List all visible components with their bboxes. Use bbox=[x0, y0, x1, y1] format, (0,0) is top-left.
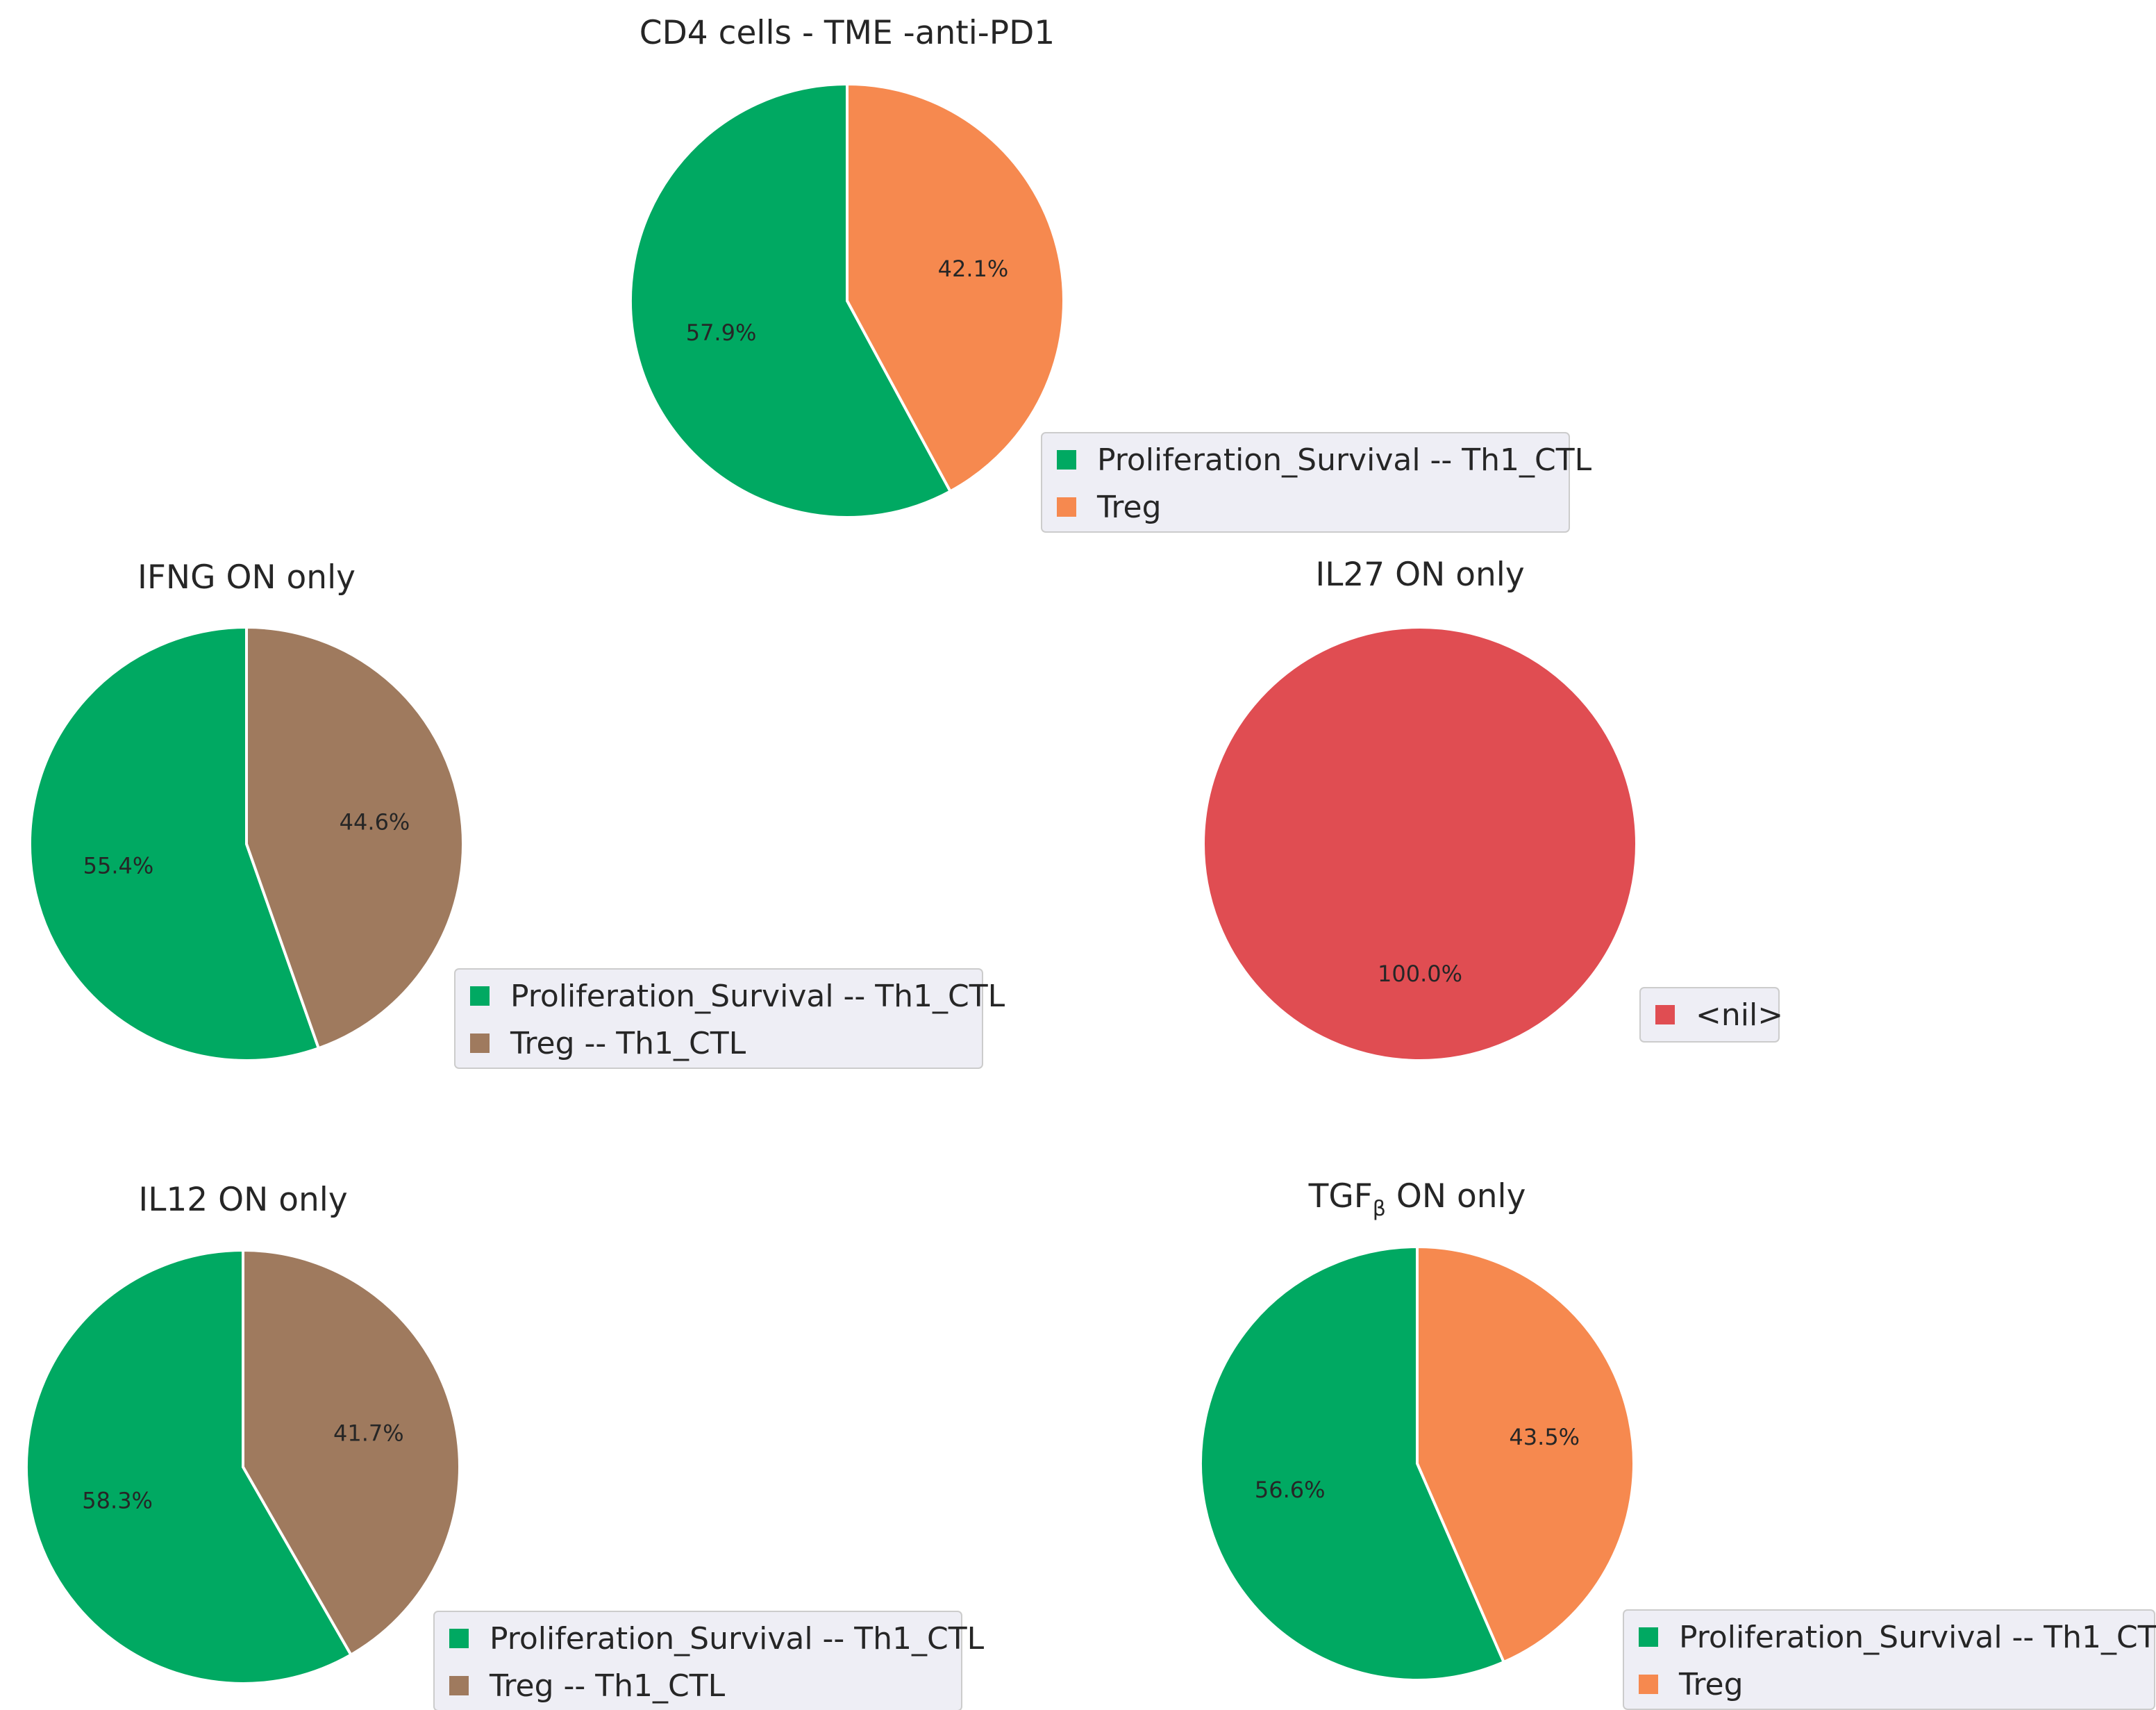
legend-swatch bbox=[449, 1629, 469, 1648]
legend-entry-label: Treg bbox=[1678, 1667, 1744, 1702]
pie-slice bbox=[1202, 626, 1638, 1062]
legend-entry-label: <nil> bbox=[1696, 997, 1783, 1033]
pie-slice bbox=[1199, 1245, 1506, 1682]
pie-chart-4: IL12 ON only 58.3% 41.7% Proliferation_Surv… bbox=[25, 1181, 985, 1710]
slice-percent-label: 57.9% bbox=[686, 319, 757, 346]
legend-entry-label: Treg bbox=[1096, 490, 1162, 525]
legend-entry-label: Treg -- Th1_CTL bbox=[489, 1668, 726, 1704]
legend-frame bbox=[1623, 1609, 2155, 1710]
pie-chart-5: TGFβ ON only 56.6% 43.5% Proliferation_Surv… bbox=[1199, 1177, 2156, 1710]
slice-percent-label: 44.6% bbox=[340, 808, 410, 835]
slice-percent-label: 41.7% bbox=[333, 1420, 404, 1447]
pie-slice bbox=[242, 1248, 461, 1657]
legend: <nil> bbox=[1639, 987, 1783, 1043]
legend-swatch bbox=[1057, 497, 1076, 517]
slice-percent-label: 100.0% bbox=[1378, 961, 1462, 987]
legend-swatch bbox=[1057, 450, 1076, 470]
legend-frame bbox=[454, 968, 983, 1069]
legend-frame bbox=[1639, 987, 1780, 1043]
legend-swatch bbox=[1639, 1675, 1658, 1694]
legend-swatch bbox=[1639, 1627, 1658, 1647]
legend-entry-label: Proliferation_Survival -- Th1_CTL bbox=[490, 1621, 985, 1657]
legend-swatch bbox=[470, 1034, 490, 1053]
slice-percent-label: 43.5% bbox=[1509, 1424, 1580, 1450]
slice-percent-label: 55.4% bbox=[83, 853, 154, 879]
legend-swatch bbox=[470, 986, 490, 1006]
legend-entry-label: Proliferation_Survival -- Th1_CTL bbox=[1679, 1620, 2156, 1655]
legend: Proliferation_Survival -- Th1_CTL Treg --… bbox=[433, 1611, 985, 1710]
legend-frame bbox=[1041, 432, 1570, 533]
pie-slice bbox=[245, 625, 465, 1050]
pie-chart-1: CD4 cells - TME -anti-PD1 57.9% 42.1% Proli… bbox=[629, 14, 1592, 533]
slice-percent-label: 42.1% bbox=[938, 256, 1009, 282]
slice-percent-label: 58.3% bbox=[82, 1487, 153, 1513]
pie-slice bbox=[1416, 1245, 1635, 1664]
legend-swatch bbox=[1655, 1005, 1675, 1024]
legend-swatch bbox=[449, 1676, 469, 1695]
chart-title: CD4 cells - TME -anti-PD1 bbox=[640, 14, 1055, 52]
legend: Proliferation_Survival -- Th1_CTL Treg bbox=[1623, 1609, 2156, 1710]
pie-chart-3: IL27 ON only 100.0% <nil> bbox=[1202, 556, 1783, 1062]
pie-chart-2: IFNG ON only 55.4% 44.6% Proliferation_Surv… bbox=[28, 558, 1005, 1069]
legend: Proliferation_Survival -- Th1_CTL Treg bbox=[1041, 432, 1592, 533]
slice-percent-label: 56.6% bbox=[1255, 1477, 1326, 1503]
pie-slice bbox=[629, 82, 953, 519]
legend-frame bbox=[433, 1611, 962, 1710]
chart-title: IFNG ON only bbox=[137, 558, 356, 597]
legend: Proliferation_Survival -- Th1_CTL Treg --… bbox=[454, 968, 1005, 1069]
legend-entry-label: Treg -- Th1_CTL bbox=[510, 1026, 746, 1061]
legend-entry-label: Proliferation_Survival -- Th1_CTL bbox=[1097, 442, 1592, 478]
legend-entry-label: Proliferation_Survival -- Th1_CTL bbox=[510, 979, 1005, 1014]
pie-slice bbox=[846, 82, 1065, 494]
chart-title: IL27 ON only bbox=[1315, 556, 1524, 594]
chart-title: IL12 ON only bbox=[138, 1181, 347, 1219]
pie-slice bbox=[25, 1248, 353, 1685]
chart-title: TGFβ ON only bbox=[1308, 1177, 1526, 1221]
